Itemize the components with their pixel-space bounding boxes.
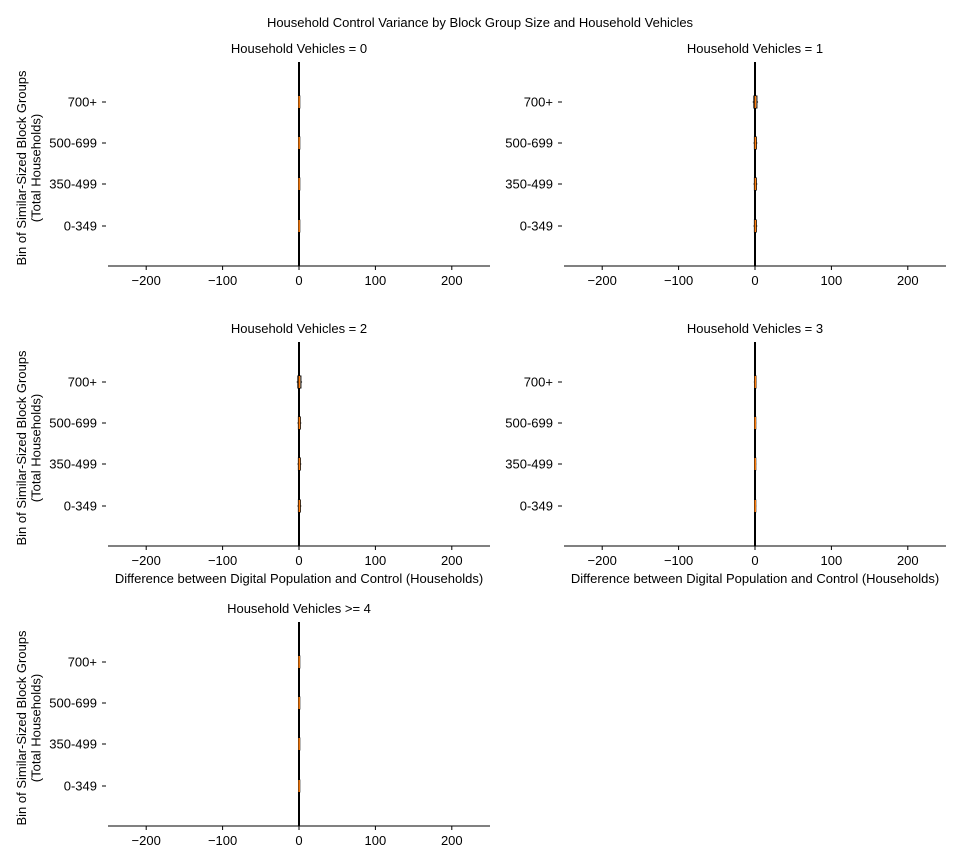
x-tick-label: 100 (821, 273, 843, 288)
panel-2: Household Vehicles = 1 −200 −100 0 100 200 0-3… (505, 41, 946, 288)
x-tick-label: 100 (365, 273, 387, 288)
y-tick-label: 700+ (68, 655, 97, 670)
x-tick-label: −200 (132, 833, 161, 848)
box-0-349 (754, 499, 757, 513)
y-tick-label: 350-499 (49, 737, 97, 752)
box-500-699 (298, 696, 301, 710)
panel-title: Household Vehicles = 1 (687, 41, 823, 56)
y-axis-label-line: Bin of Similar-Sized Block Groups (14, 630, 29, 826)
x-tick-label: 100 (365, 833, 387, 848)
x-tick-label: 0 (751, 553, 758, 568)
y-tick-label: 500-699 (505, 416, 553, 431)
y-tick-label: 700+ (524, 95, 553, 110)
x-tick-label: −200 (132, 553, 161, 568)
panels-group: Household Vehicles = 0 −200 −100 0 100 200 0-3… (14, 41, 946, 848)
x-tick-label: −100 (208, 553, 237, 568)
x-tick-label: −100 (664, 273, 693, 288)
y-tick-label: 0-349 (64, 219, 97, 234)
y-tick-label: 0-349 (64, 499, 97, 514)
panel-title: Household Vehicles = 0 (231, 41, 367, 56)
x-tick-label: 100 (365, 553, 387, 568)
box-0-349 (753, 219, 758, 233)
y-tick-label: 700+ (524, 375, 553, 390)
y-tick-label: 0-349 (520, 499, 553, 514)
box-700+ (753, 375, 757, 389)
box-700+ (298, 655, 301, 669)
panel-3: Household Vehicles = 2 −200 −100 0 100 200 0-3… (14, 321, 490, 586)
x-tick-label: −200 (132, 273, 161, 288)
y-axis-label-line: Bin of Similar-Sized Block Groups (14, 350, 29, 546)
y-tick-label: 500-699 (49, 136, 97, 151)
y-tick-label: 500-699 (49, 696, 97, 711)
box-350-499 (298, 737, 301, 751)
y-tick-label: 350-499 (505, 177, 553, 192)
y-axis-label: Bin of Similar-Sized Block Groups(Total … (14, 630, 44, 826)
y-axis-label-line: (Total Households) (29, 674, 44, 782)
box-350-499 (298, 177, 301, 191)
x-tick-label: −100 (208, 273, 237, 288)
figure-title: Household Control Variance by Block Grou… (267, 15, 694, 30)
x-tick-label: 0 (295, 833, 302, 848)
x-tick-label: −200 (588, 553, 617, 568)
x-tick-label: 200 (897, 553, 919, 568)
y-axis-label-line: Bin of Similar-Sized Block Groups (14, 70, 29, 266)
x-tick-label: −200 (588, 273, 617, 288)
x-tick-label: 0 (295, 553, 302, 568)
x-tick-label: 0 (295, 273, 302, 288)
y-tick-label: 700+ (68, 95, 97, 110)
y-tick-label: 0-349 (520, 219, 553, 234)
panel-5: Household Vehicles >= 4 −200 −100 0 100 200 0-… (14, 601, 490, 848)
x-axis-label: Difference between Digital Population an… (115, 571, 483, 586)
box-500-699 (297, 416, 302, 430)
y-tick-label: 0-349 (64, 779, 97, 794)
box-700+ (752, 95, 759, 109)
y-axis-label-line: (Total Households) (29, 394, 44, 502)
y-tick-label: 350-499 (49, 177, 97, 192)
box-500-699 (753, 136, 758, 150)
box-0-349 (298, 219, 301, 233)
x-axis-label: Difference between Digital Population an… (571, 571, 939, 586)
panel-title: Household Vehicles = 2 (231, 321, 367, 336)
box-500-699 (298, 136, 301, 150)
box-350-499 (754, 457, 757, 471)
x-tick-label: 200 (441, 833, 463, 848)
box-350-499 (753, 177, 758, 191)
y-tick-label: 350-499 (49, 457, 97, 472)
y-tick-label: 700+ (68, 375, 97, 390)
y-tick-label: 350-499 (505, 457, 553, 472)
box-0-349 (297, 499, 302, 513)
y-tick-label: 500-699 (49, 416, 97, 431)
box-0-349 (298, 779, 301, 793)
box-500-699 (754, 416, 757, 430)
x-tick-label: 200 (441, 273, 463, 288)
y-axis-label-line: (Total Households) (29, 114, 44, 222)
y-axis-label: Bin of Similar-Sized Block Groups(Total … (14, 70, 44, 266)
panel-1: Household Vehicles = 0 −200 −100 0 100 200 0-3… (14, 41, 490, 288)
x-tick-label: 0 (751, 273, 758, 288)
x-tick-label: 200 (897, 273, 919, 288)
box-350-499 (297, 457, 302, 471)
x-tick-label: 200 (441, 553, 463, 568)
box-700+ (298, 95, 301, 109)
box-700+ (296, 375, 303, 389)
panel-title: Household Vehicles >= 4 (227, 601, 371, 616)
x-tick-label: 100 (821, 553, 843, 568)
x-tick-label: −100 (664, 553, 693, 568)
panel-4: Household Vehicles = 3 −200 −100 0 100 200 0-3… (505, 321, 946, 586)
panel-title: Household Vehicles = 3 (687, 321, 823, 336)
y-axis-label: Bin of Similar-Sized Block Groups(Total … (14, 350, 44, 546)
y-tick-label: 500-699 (505, 136, 553, 151)
x-tick-label: −100 (208, 833, 237, 848)
